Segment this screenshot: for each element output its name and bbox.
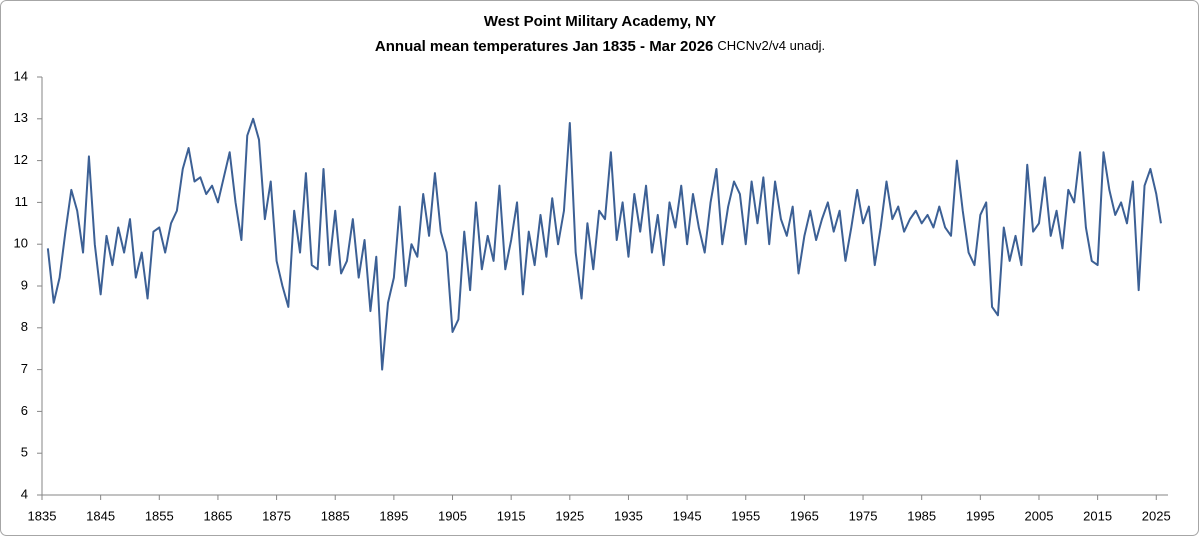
x-tick-label: 1955 [731,508,760,523]
x-tick-label: 1945 [673,508,702,523]
chart-subtitle: Annual mean temperatures Jan 1835 - Mar … [375,38,713,55]
chart-note: CHCNv2/v4 unadj. [717,38,825,53]
y-tick-label: 9 [21,277,28,292]
x-tick-label: 1935 [614,508,643,523]
x-tick-label: 2005 [1025,508,1054,523]
x-tick-label: 1885 [321,508,350,523]
chart-subtitle-line: Annual mean temperatures Jan 1835 - Mar … [375,38,825,55]
y-tick-label: 12 [14,152,28,167]
y-tick-label: 8 [21,319,28,334]
x-tick-label: 1965 [790,508,819,523]
y-tick-label: 4 [21,486,28,501]
y-tick-label: 11 [15,194,29,209]
x-tick-label: 1905 [438,508,467,523]
x-tick-label: 1995 [966,508,995,523]
y-tick-label: 6 [21,403,28,418]
y-tick-label: 7 [21,361,28,376]
x-tick-label: 1855 [145,508,174,523]
x-tick-label: 1875 [262,508,291,523]
y-tick-label: 5 [21,445,28,460]
x-tick-label: 1865 [203,508,232,523]
y-tick-label: 10 [14,236,28,251]
x-tick-label: 1975 [849,508,878,523]
x-tick-label: 2015 [1083,508,1112,523]
x-tick-label: 1895 [379,508,408,523]
x-tick-label: 1835 [28,508,57,523]
x-tick-label: 1845 [86,508,115,523]
y-tick-label: 14 [14,68,28,83]
x-tick-label: 2025 [1142,508,1171,523]
x-tick-label: 1915 [497,508,526,523]
data-line [46,117,1162,371]
x-tick-label: 1985 [907,508,936,523]
x-tick-label: 1925 [555,508,584,523]
y-tick-label: 13 [14,110,28,125]
chart-title: West Point Military Academy, NY [484,13,716,30]
